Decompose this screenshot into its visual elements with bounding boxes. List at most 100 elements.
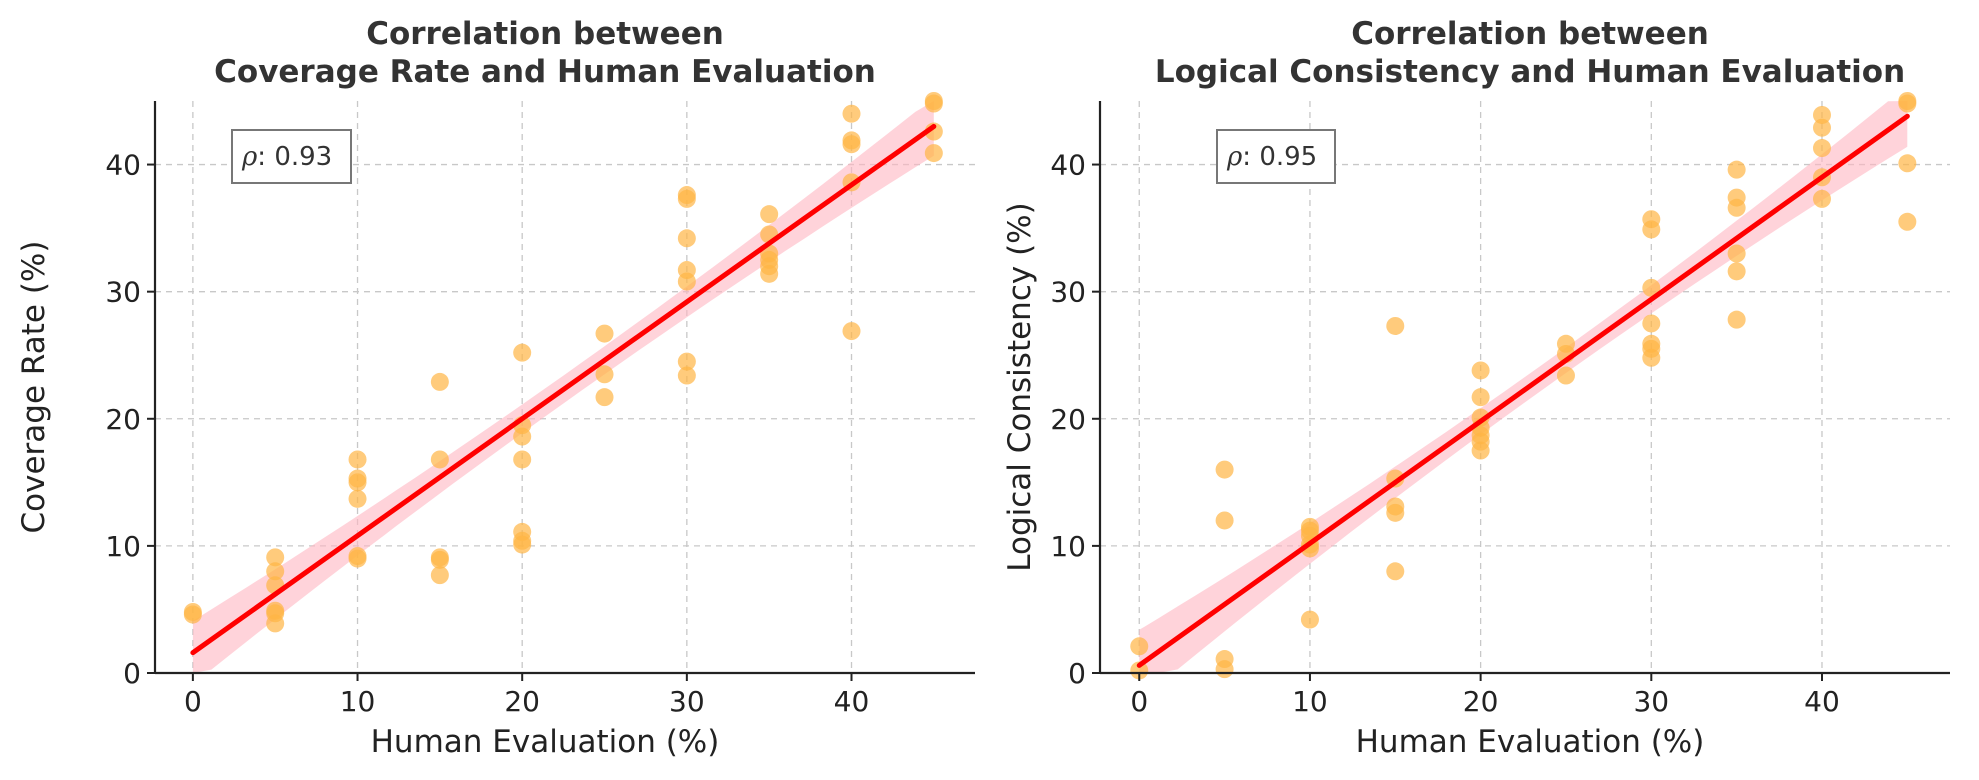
data-point: [1812, 139, 1831, 158]
data-point: [1471, 361, 1490, 380]
y-tick-label: 30: [105, 276, 141, 309]
data-point: [677, 272, 696, 291]
data-point: [266, 614, 285, 633]
chart-title-line-2: Coverage Rate and Human Evaluation: [214, 54, 876, 90]
regression-line: [1136, 113, 1910, 668]
y-tick-label: 20: [105, 403, 141, 436]
data-point: [1215, 511, 1234, 530]
annotation-text: ρ: 0.93: [241, 142, 332, 172]
y-axis-label: Logical Consistency (%): [1002, 202, 1038, 571]
data-point: [513, 450, 532, 469]
data-point: [430, 372, 449, 391]
data-point: [924, 94, 943, 113]
x-tick-label: 0: [1130, 685, 1148, 718]
data-point: [924, 144, 943, 163]
y-tick-label: 40: [1050, 149, 1086, 182]
data-point: [1386, 503, 1405, 522]
x-tick-label: 30: [669, 685, 705, 718]
data-point: [842, 104, 861, 123]
correlation-annotation: ρ: 0.95: [1216, 129, 1336, 184]
data-point: [513, 535, 532, 554]
data-point: [1386, 562, 1405, 581]
axes: [153, 101, 975, 675]
data-point: [1727, 310, 1746, 329]
data-point: [348, 549, 367, 568]
data-point: [513, 343, 532, 362]
chart-title-line-2: Logical Consistency and Human Evaluation: [1155, 54, 1905, 90]
data-point: [513, 427, 532, 446]
data-point: [1642, 348, 1661, 367]
data-point: [677, 229, 696, 248]
data-point: [1215, 660, 1234, 679]
data-point: [1898, 94, 1917, 113]
scatter-points: [183, 92, 943, 633]
data-point: [842, 322, 861, 341]
x-tick-label: 20: [1463, 685, 1499, 718]
grid: [1100, 101, 1950, 674]
x-tick-label: 10: [340, 685, 376, 718]
chart-panel-2: Correlation between Logical Consistency …: [1002, 16, 1950, 760]
data-point: [677, 189, 696, 208]
data-point: [430, 550, 449, 569]
y-tick-label: 30: [1050, 276, 1086, 309]
chart-panel-1: Correlation between Coverage Rate and Hu…: [16, 16, 975, 760]
x-tick-label: 0: [184, 685, 202, 718]
annotation-box: [231, 129, 352, 184]
x-tick-label: 40: [834, 685, 870, 718]
data-point: [1642, 314, 1661, 333]
data-point: [1642, 278, 1661, 297]
data-point: [1130, 661, 1149, 680]
data-point: [595, 365, 614, 384]
data-point: [430, 566, 449, 585]
x-axis-label: Human Evaluation (%): [371, 724, 720, 760]
data-point: [760, 264, 779, 283]
data-point: [1215, 460, 1234, 479]
annotation-box: [1216, 129, 1336, 184]
data-point: [1898, 212, 1917, 231]
data-point: [1727, 262, 1746, 281]
y-tick-label: 40: [105, 149, 141, 182]
confidence-band-area: [1139, 101, 1908, 673]
data-point: [348, 450, 367, 469]
data-point: [677, 366, 696, 385]
correlation-annotation: ρ: 0.93: [231, 129, 352, 184]
x-tick-label: 30: [1633, 685, 1669, 718]
data-point: [595, 324, 614, 343]
annotation-text: ρ: 0.95: [1226, 142, 1317, 172]
y-tick-label: 10: [1050, 530, 1086, 563]
data-point: [842, 135, 861, 154]
data-point: [1812, 118, 1831, 137]
data-point: [1471, 441, 1490, 460]
x-tick-label: 10: [1292, 685, 1328, 718]
data-point: [266, 548, 285, 567]
regression-line-path: [1136, 113, 1910, 668]
data-point: [1727, 198, 1746, 217]
data-point: [1556, 366, 1575, 385]
regression-line: [190, 123, 937, 656]
data-point: [677, 352, 696, 371]
y-tick-label: 0: [1068, 657, 1086, 690]
tick-labels: 0 10 20 30 40 0 10 20 30 40: [1050, 149, 1839, 718]
data-point: [1642, 220, 1661, 239]
chart-title-line-1: Correlation between: [1351, 16, 1709, 52]
data-point: [1386, 316, 1405, 335]
x-axis-label: Human Evaluation (%): [1356, 724, 1705, 760]
axes: [1098, 101, 1950, 675]
chart-title-line-1: Correlation between: [366, 16, 724, 52]
y-axis-label: Coverage Rate (%): [16, 241, 52, 534]
data-point: [595, 388, 614, 407]
data-point: [1471, 388, 1490, 407]
tick-labels: 0 10 20 30 40 0 10 20 30 40: [105, 149, 869, 718]
y-tick-label: 0: [123, 657, 141, 690]
x-tick-label: 20: [504, 685, 540, 718]
x-tick-label: 40: [1804, 685, 1840, 718]
y-tick-label: 10: [105, 530, 141, 563]
data-point: [266, 562, 285, 581]
confidence-band: [1139, 101, 1908, 673]
data-point: [1812, 105, 1831, 124]
data-point: [1727, 244, 1746, 263]
data-point: [760, 205, 779, 224]
y-tick-label: 20: [1050, 403, 1086, 436]
data-point: [348, 489, 367, 508]
